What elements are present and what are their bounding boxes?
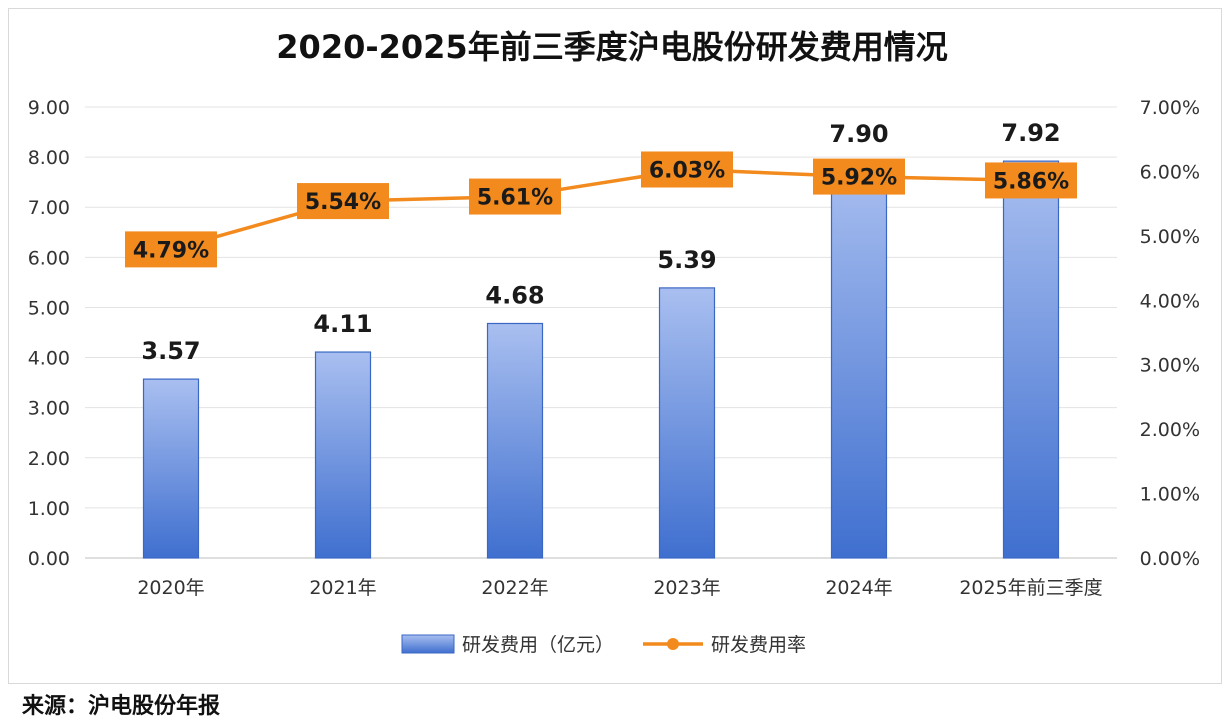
bar-value-label: 7.92	[1001, 119, 1060, 147]
rate-value-label: 5.54%	[305, 190, 381, 215]
bar	[314, 351, 372, 559]
legend-line-label: 研发费用率	[711, 634, 806, 656]
bar	[830, 161, 888, 559]
rate-value-label: 6.03%	[649, 158, 725, 183]
y-left-tick-label: 1.00	[28, 498, 70, 520]
legend-bar-label: 研发费用（亿元）	[462, 634, 614, 656]
axes: 0.00 1.00 2.00 3.00 4.00 5.00 6.00 7.00 8.00 9.00…	[28, 97, 1200, 599]
bar-value-label: 3.57	[141, 337, 200, 365]
y-left-tick-label: 6.00	[28, 247, 70, 269]
y-left-tick-label: 7.00	[28, 197, 70, 219]
y-right-tick-label: 6.00%	[1140, 161, 1200, 183]
bar	[142, 378, 200, 559]
grid	[85, 106, 1117, 559]
rate-label-box	[125, 231, 217, 268]
x-category-label: 2025年前三季度	[959, 577, 1102, 599]
bar-value-label: 4.11	[313, 310, 372, 338]
y-left-tick-label: 9.00	[28, 97, 70, 119]
rate-value-label: 4.79%	[133, 238, 209, 263]
y-left-tick-label: 4.00	[28, 348, 70, 370]
x-category-label: 2020年	[137, 577, 204, 599]
y-right-tick-label: 7.00%	[1140, 97, 1200, 119]
chart-title: 2020-2025年前三季度沪电股份研发费用情况	[276, 28, 947, 66]
rate-label-box	[297, 183, 389, 220]
x-category-label: 2023年	[653, 577, 720, 599]
bar-series: 3.57 4.11 4.68 5.39 7.90 7.92	[141, 119, 1061, 559]
chart: 2020-2025年前三季度沪电股份研发费用情况 3.57 4.11 4.68 5.3…	[28, 28, 1200, 656]
rate-label-box	[813, 158, 905, 195]
bar-value-label: 5.39	[657, 246, 716, 274]
x-category-label: 2021年	[309, 577, 376, 599]
bar	[1002, 160, 1060, 559]
bar-value-label: 7.90	[829, 120, 888, 148]
legend-line-marker	[667, 638, 679, 650]
rate-line-series: 4.79% 5.54% 5.61% 6.03% 5.92% 5.86%	[125, 151, 1077, 268]
rate-value-label: 5.92%	[821, 166, 897, 191]
y-left-tick-label: 0.00	[28, 548, 70, 570]
y-left-tick-label: 8.00	[28, 147, 70, 169]
bar-value-label: 4.68	[485, 281, 544, 309]
y-right-tick-label: 3.00%	[1140, 355, 1200, 377]
bar	[486, 322, 544, 559]
rate-value-label: 5.86%	[993, 169, 1069, 194]
y-right-tick-label: 2.00%	[1140, 419, 1200, 441]
bar	[658, 287, 716, 559]
y-right-tick-label: 4.00%	[1140, 290, 1200, 312]
y-left-tick-label: 5.00	[28, 297, 70, 319]
rate-label-box	[469, 178, 561, 215]
x-category-label: 2024年	[825, 577, 892, 599]
source-note: 来源：沪电股份年报	[22, 694, 221, 719]
y-left-tick-label: 3.00	[28, 398, 70, 420]
y-right-tick-label: 0.00%	[1140, 548, 1200, 570]
y-left-tick-label: 2.00	[28, 448, 70, 470]
y-right-tick-label: 5.00%	[1140, 226, 1200, 248]
rate-label-box	[985, 162, 1077, 199]
rate-value-label: 5.61%	[477, 186, 553, 211]
y-right-tick-label: 1.00%	[1140, 484, 1200, 506]
x-category-label: 2022年	[481, 577, 548, 599]
legend: 研发费用（亿元） 研发费用率	[401, 634, 806, 656]
rate-label-box	[641, 151, 733, 188]
legend-bar-swatch	[401, 634, 455, 654]
